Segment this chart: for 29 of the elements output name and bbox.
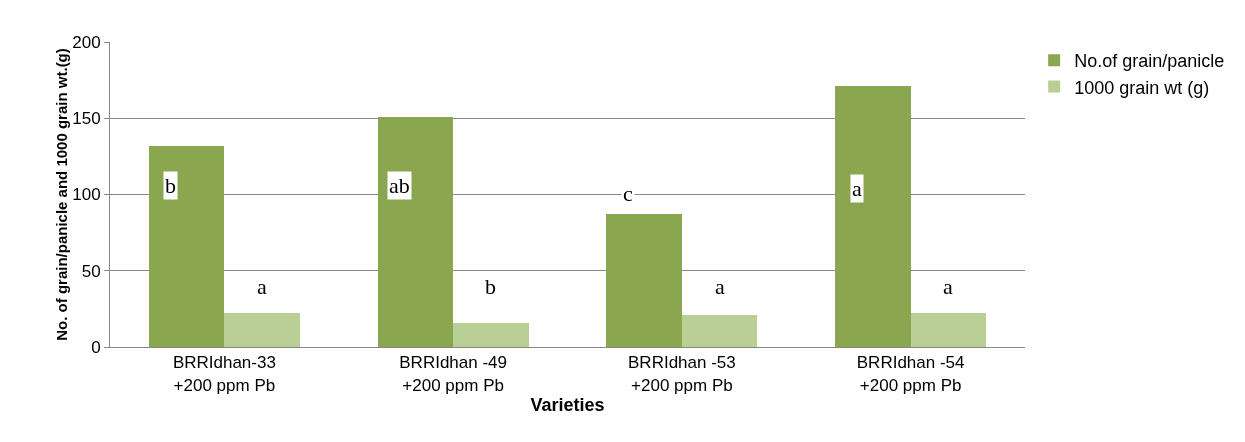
annotation: a — [943, 274, 953, 299]
annotation: b — [485, 274, 496, 299]
legend-label: No.of grain/panicle — [1074, 51, 1225, 72]
annotation: b — [165, 173, 176, 198]
annotation: a — [715, 274, 725, 299]
x-tick-label: BRRIdhan -53 +200 ppm Pb — [628, 353, 736, 395]
x-tick-label: BRRIdhan-33 +200 ppm Pb — [172, 353, 276, 395]
bar — [224, 313, 300, 347]
legend-label: 1000 grain wt (g) — [1074, 77, 1210, 98]
annotation: c — [623, 181, 633, 206]
annotation: a — [257, 274, 267, 299]
y-tick-label: 200 — [72, 32, 101, 52]
x-tick-label: BRRIdhan -54 +200 ppm Pb — [856, 353, 965, 395]
bar — [835, 86, 911, 347]
annotation: ab — [389, 173, 410, 198]
y-tick-label: 150 — [72, 109, 101, 129]
bar — [453, 323, 529, 347]
bar — [378, 117, 453, 347]
bar — [911, 313, 986, 347]
x-axis-title: Varieties — [530, 395, 605, 415]
bar — [606, 214, 682, 347]
y-axis-title: No. of grain/panicle and 1000 grain wt.(g) — [53, 48, 71, 341]
y-tick-label: 0 — [91, 337, 101, 357]
bar — [682, 315, 757, 347]
x-tick-label: BRRIdhan -49 +200 ppm Pb — [399, 353, 507, 395]
bar — [149, 146, 224, 347]
y-tick-label: 50 — [81, 261, 101, 281]
y-tick-label: 100 — [72, 185, 101, 205]
annotation: a — [852, 176, 862, 201]
